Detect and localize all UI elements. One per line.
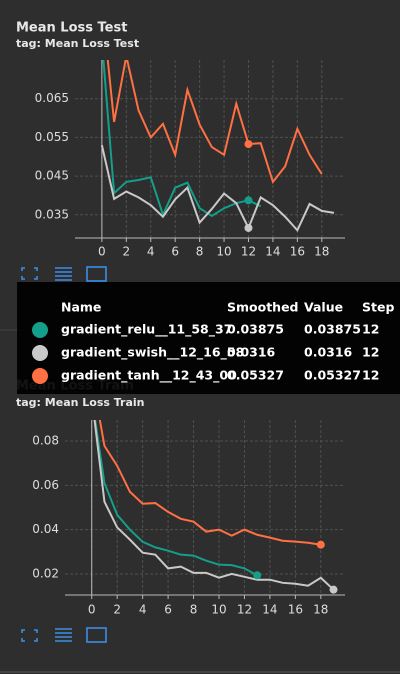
series-line — [102, 60, 262, 218]
chart: Mean Loss Test tag: Mean Loss Test 0.035… — [16, 21, 345, 259]
column-header: Value — [304, 300, 343, 315]
series-line — [94, 420, 258, 577]
zoom-icon[interactable] — [86, 266, 107, 282]
fit-icon[interactable] — [21, 629, 38, 642]
tooltip-bg — [17, 282, 400, 394]
x-tick-label: 10 — [211, 603, 226, 617]
toolbar[interactable] — [21, 627, 107, 643]
cell: 0.0316 — [304, 345, 353, 360]
point-marker — [329, 585, 338, 594]
cell: 0.03875 — [304, 322, 361, 337]
column-header: Name — [61, 300, 101, 315]
series-name: gradient_swish__12_16_58 — [61, 345, 244, 361]
y-tick-label: 0.065 — [35, 91, 69, 105]
cell: 0.0316 — [227, 345, 276, 360]
cell: 0.03875 — [227, 322, 284, 337]
point-marker — [253, 571, 262, 580]
x-tick-label: 12 — [237, 603, 252, 617]
y-tick-label: 0.08 — [32, 434, 59, 448]
list-icon[interactable] — [55, 267, 72, 281]
plot-area — [93, 420, 335, 591]
series-name: gradient_relu__11_58_37 — [61, 322, 232, 338]
x-tick-label: 18 — [314, 245, 329, 259]
x-tick-label: 4 — [147, 245, 155, 259]
x-tick-label: 14 — [262, 603, 277, 617]
series-name: gradient_tanh__12_43_00 — [61, 368, 237, 384]
point-marker — [316, 540, 325, 549]
x-tick-label: 12 — [241, 245, 256, 259]
x-tick-label: 18 — [313, 603, 328, 617]
cell: 12 — [362, 368, 379, 383]
y-tick-label: 0.04 — [32, 522, 59, 536]
x-tick-label: 8 — [196, 245, 204, 259]
x-tick-label: 16 — [290, 245, 305, 259]
series-swatch — [32, 345, 48, 361]
y-tick-label: 0.045 — [35, 169, 69, 183]
series-line — [98, 420, 321, 546]
y-tick-label: 0.02 — [32, 566, 59, 580]
x-tick-label: 2 — [122, 245, 130, 259]
x-tick-label: 8 — [190, 603, 198, 617]
y-tick-label: 0.06 — [32, 478, 59, 492]
series-swatch — [32, 368, 48, 384]
cell: 12 — [362, 345, 379, 360]
series-line — [93, 420, 335, 591]
tooltip: Name Smoothed Value Step gradient_relu__11_5… — [17, 282, 400, 394]
y-tick-label: 0.055 — [35, 130, 69, 144]
x-tick-label: 6 — [164, 603, 172, 617]
chart-subtitle: tag: Mean Loss Train — [16, 396, 145, 409]
series-line — [106, 60, 323, 184]
series-swatch — [32, 322, 48, 338]
point-marker — [244, 223, 253, 232]
column-header: Step — [362, 300, 394, 315]
series-line — [100, 144, 335, 233]
list-icon[interactable] — [55, 628, 72, 642]
point-marker — [244, 140, 253, 149]
x-tick-label: 0 — [88, 603, 96, 617]
toolbar[interactable] — [21, 266, 107, 282]
chart-title: Mean Loss Test — [16, 21, 127, 36]
y-tick-label: 0.035 — [35, 207, 69, 221]
x-tick-label: 0 — [98, 245, 106, 259]
cell: 0.05327 — [227, 368, 284, 383]
x-tick-label: 6 — [171, 245, 179, 259]
plot-area — [100, 60, 335, 233]
fit-icon[interactable] — [21, 267, 38, 280]
column-header: Smoothed — [227, 300, 299, 315]
x-tick-label: 2 — [113, 603, 121, 617]
x-tick-label: 10 — [216, 245, 231, 259]
x-tick-label: 16 — [288, 603, 303, 617]
x-tick-label: 4 — [139, 603, 147, 617]
zoom-icon[interactable] — [86, 627, 107, 643]
chart: Mean Loss Train tag: Mean Loss Train 0.0… — [16, 379, 345, 617]
chart-subtitle: tag: Mean Loss Test — [16, 37, 139, 50]
cell: 0.05327 — [304, 368, 361, 383]
point-marker — [244, 196, 253, 205]
cell: 12 — [362, 322, 379, 337]
x-tick-label: 14 — [265, 245, 280, 259]
